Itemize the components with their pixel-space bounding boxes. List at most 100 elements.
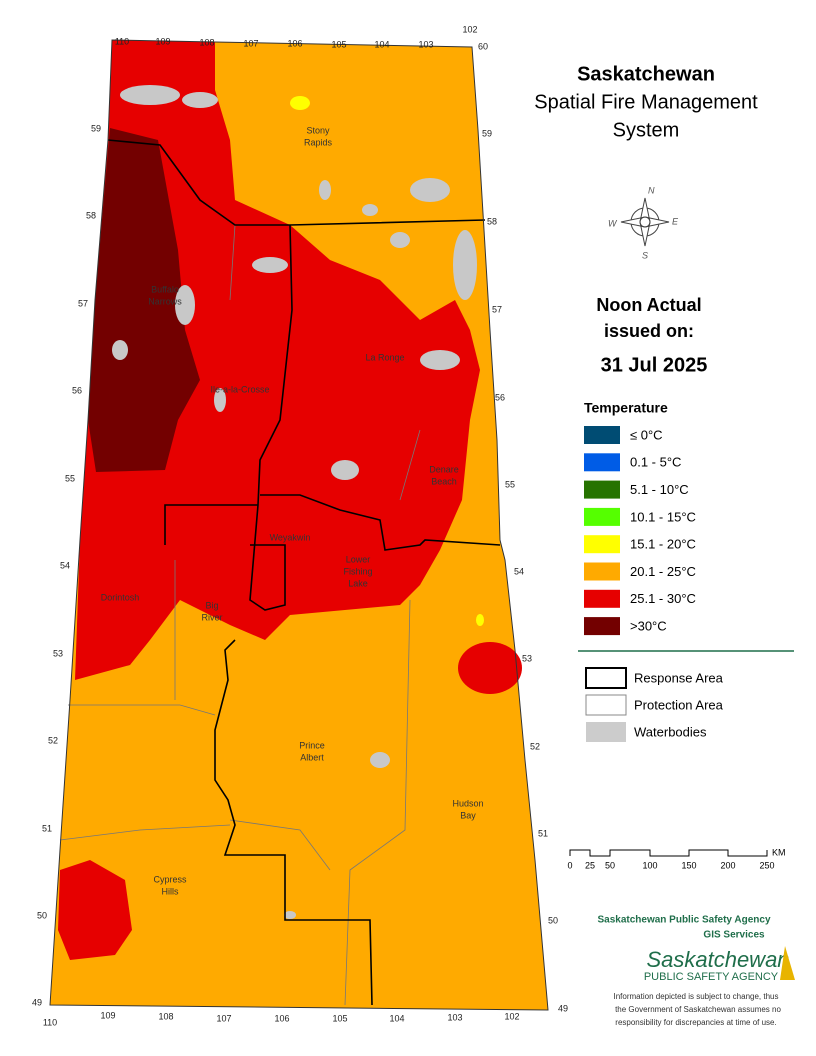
coordinate-label: 49	[558, 1003, 568, 1013]
coordinate-label: 55	[65, 473, 75, 483]
title: Saskatchewan	[577, 63, 715, 85]
coordinate-label: 106	[274, 1013, 289, 1023]
coordinate-label: 51	[42, 823, 52, 833]
coordinate-label: 109	[155, 36, 170, 46]
coordinate-label: 57	[492, 304, 502, 314]
disclaimer: the Government of Saskatchewan assumes n…	[615, 1005, 781, 1014]
legend-swatch	[584, 480, 620, 499]
legend-label: 20.1 - 25°C	[630, 564, 696, 579]
place-label: Prince	[299, 740, 325, 750]
scale-label: 150	[681, 860, 696, 870]
legend-swatch	[584, 507, 620, 526]
coordinate-label: 103	[447, 1012, 462, 1022]
zone-25-30	[58, 860, 132, 960]
place-label: Fishing	[343, 566, 372, 576]
zone-15-20	[476, 614, 484, 626]
legend-title: Temperature	[584, 400, 668, 416]
place-label: Beach	[431, 476, 457, 486]
legend-label: 15.1 - 20°C	[630, 537, 696, 552]
response-swatch	[585, 667, 627, 689]
place-label: La Ronge	[365, 352, 404, 362]
coordinate-label: 55	[505, 479, 515, 489]
waterbody	[362, 204, 378, 216]
place-label: Lake	[348, 578, 368, 588]
issue-line: issued on:	[604, 321, 694, 341]
coordinate-label: 102	[504, 1011, 519, 1021]
title: System	[613, 119, 680, 141]
legend-swatch	[584, 535, 620, 554]
coordinate-label: 54	[60, 560, 70, 570]
compass-e: E	[672, 216, 679, 226]
coordinate-label: 56	[495, 392, 505, 402]
agency: Saskatchewan Public Safety Agency	[597, 915, 770, 926]
zone-over-30	[88, 128, 200, 472]
scale-bar: 0 25 50 100 150 200 250 KM	[567, 847, 785, 870]
place-label: Stony	[306, 125, 330, 135]
coordinate-label: 56	[72, 385, 82, 395]
issue-line: Noon Actual	[596, 295, 701, 315]
compass-n: N	[648, 185, 655, 195]
issue-date: 31 Jul 2025	[601, 354, 708, 376]
zone-25-30	[458, 642, 522, 694]
protection-swatch	[585, 694, 627, 716]
coordinate-label: 59	[91, 123, 101, 133]
coordinate-label: 52	[530, 741, 540, 751]
coordinate-label: 106	[287, 38, 302, 48]
response-boundary	[107, 139, 501, 1006]
logo-name: Saskatchewan	[646, 947, 789, 972]
compass-s: S	[642, 250, 648, 260]
title: Spatial Fire Management	[534, 91, 758, 113]
map: 110 109 108 107 106 105 104 103 102 110 109 108 107 1…	[32, 24, 568, 1027]
scale-label: 250	[759, 860, 774, 870]
waterbody	[370, 752, 390, 768]
waterbody	[390, 232, 410, 248]
compass	[620, 197, 670, 247]
place-label: Albert	[300, 752, 324, 762]
waterbody	[182, 92, 218, 108]
place-label: Narrows	[148, 296, 182, 306]
boundary-label: Response Area	[634, 670, 724, 685]
scale-label: 25	[585, 860, 595, 870]
coordinate-label: 108	[199, 37, 214, 47]
coordinate-label: 105	[331, 39, 346, 49]
coordinate-label: 51	[538, 828, 548, 838]
coordinate-label: 110	[115, 36, 129, 46]
legend-swatch	[584, 562, 620, 581]
place-label: Bay	[460, 810, 476, 820]
legend-label: 25.1 - 30°C	[630, 591, 696, 606]
place-label: Rapids	[304, 137, 333, 147]
zone-15-20	[290, 96, 310, 110]
scale-label: 50	[605, 860, 615, 870]
coordinate-label: 107	[243, 38, 258, 48]
province-outline	[49, 39, 549, 1011]
logo-mark	[780, 946, 795, 980]
legend-swatch	[584, 453, 620, 472]
place-label: Lower	[346, 554, 371, 564]
coordinate-label: 107	[216, 1013, 231, 1023]
waterbody	[214, 388, 226, 412]
legend-label: 0.1 - 5°C	[630, 455, 681, 470]
coordinate-label: 58	[487, 216, 497, 226]
legend-label: 5.1 - 10°C	[630, 482, 689, 497]
place-label: Big	[205, 600, 218, 610]
coordinate-label: 50	[37, 910, 47, 920]
logo-sub: PUBLIC SAFETY AGENCY	[644, 971, 779, 983]
legend-swatch	[584, 426, 620, 444]
waterbody	[284, 911, 296, 919]
coordinate-label: 53	[522, 653, 532, 663]
disclaimer: Information depicted is subject to chang…	[614, 992, 779, 1001]
waterbody	[112, 340, 128, 360]
protection-boundary	[59, 224, 421, 1006]
coordinate-label: 49	[32, 997, 42, 1007]
scale-label: 0	[567, 860, 572, 870]
legend-label: >30°C	[630, 619, 667, 634]
place-label: Ile-a-la-Crosse	[210, 384, 269, 394]
place-label: Hills	[162, 886, 179, 896]
waterbody	[120, 85, 180, 105]
legend-label: 10.1 - 15°C	[630, 509, 696, 524]
legend-swatch	[584, 589, 620, 608]
gis-unit: GIS Services	[703, 930, 765, 941]
coordinate-label: 60	[478, 41, 488, 51]
